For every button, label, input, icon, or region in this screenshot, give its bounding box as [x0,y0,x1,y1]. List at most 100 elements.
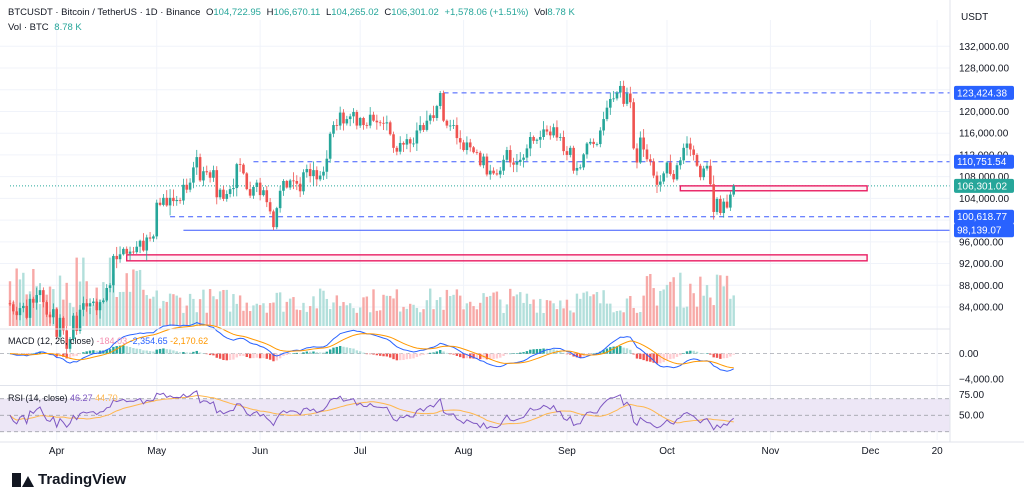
volume-bar [549,300,552,326]
candle-body [468,142,472,148]
macd-histogram-bar [72,353,75,357]
candle-body [512,162,515,165]
candle-body [502,159,505,171]
volume-bar [682,307,685,326]
macd-histogram-bar [579,353,582,358]
macd-histogram-bar [188,352,192,354]
macd-histogram-bar [655,353,659,364]
volume-bar [462,309,465,326]
candle-body [398,142,402,152]
brand-name: TradingView [38,471,127,488]
candle-body [18,308,22,316]
tradingview-logo[interactable]: TradingView [12,471,126,488]
volume-bar [699,276,702,326]
candle-body [515,161,519,165]
macd-histogram-bar [669,353,672,360]
macd-histogram-bar [549,349,552,354]
macd-histogram-bar [128,347,132,354]
macd-histogram-bar [308,351,312,354]
candle-body [72,315,75,340]
symbol-title[interactable]: BTCUSDT · Bitcoin / TetherUS · 1D · Bina… [8,7,201,18]
price-tick-label: 128,000.00 [959,64,1009,75]
candle-body [48,314,52,318]
volume-bar [485,296,489,326]
candle-body [328,133,332,159]
macd-histogram-bar [515,353,519,354]
candle-body [452,125,455,126]
candle-body [492,170,495,174]
volume-bar [322,290,325,326]
volume-bar [208,289,212,326]
candle-body [218,189,222,198]
candle-body [525,148,529,158]
volume-bar [328,309,332,326]
candle-body [572,147,575,171]
volume-bar [409,303,412,326]
rsi-ma-value: 44.70 [95,393,118,403]
candle-body [712,184,715,212]
candle-body [358,117,362,126]
volume-bar [505,304,509,326]
price-zone [126,254,868,262]
macd-histogram-bar [475,353,479,359]
candle-body [545,129,549,132]
macd-histogram-bar [569,353,572,355]
volume-indicator-label[interactable]: Vol · BTC [8,22,49,33]
macd-histogram-bar [195,350,198,354]
volume-bar [202,289,205,326]
macd-line [9,322,734,372]
candle-body [355,112,359,126]
candle-body [565,151,569,155]
candle-body [68,339,72,349]
macd-histogram-bar [639,353,642,360]
candle-body [535,139,539,141]
time-tick-label: Jul [354,446,367,457]
volume-bar [235,303,238,326]
macd-histogram-bar [719,353,722,359]
candle-body [719,198,722,214]
candle-body [609,98,612,108]
volume-bar [602,290,605,326]
candle-body [55,309,58,337]
volume-bar [38,303,42,326]
change-value: +1,578.06 (+1.51%) [444,7,529,18]
macd-histogram-bar [622,347,625,354]
candle-body [162,197,165,205]
candle-body [338,112,342,126]
price-level-tag [954,209,1014,224]
macd-histogram-bar [729,353,732,357]
macd-histogram-bar [155,349,158,354]
macd-histogram-bar [65,353,68,359]
candle-body [285,180,289,188]
macd-histogram-bar [212,353,215,356]
volume-bars [8,257,735,326]
candle-body [288,180,292,188]
volume-bar [535,312,539,326]
macd-histogram-bar [362,352,365,354]
volume-bar [298,310,302,326]
macd-histogram-bar [342,346,345,354]
macd-histogram-bar [138,349,142,354]
candle-body [102,300,105,303]
volume-bar [295,309,299,326]
candle-body [45,302,48,315]
volume-bar [398,311,402,326]
volume-bar [492,292,495,326]
macd-histogram-bar [252,353,255,359]
macd-histogram-bar [532,349,535,354]
time-tick-label: Oct [659,446,675,457]
macd-legend[interactable]: MACD (12, 26, close) -184.03 -2,354.65 -… [8,336,208,346]
candle-body [275,208,279,228]
high-value: H106,670.11 [266,7,321,18]
rsi-legend[interactable]: RSI (14, close) 46.27 44.70 [8,393,118,403]
volume-bar [148,298,152,326]
macd-histogram-bar [732,353,735,355]
macd-histogram-bar [398,353,402,361]
volume-bar [272,302,275,326]
macd-histogram-bar [505,353,509,355]
candle-body [135,246,139,253]
macd-histogram-bar [352,348,355,354]
macd-histogram-bar [722,353,725,359]
price-tick-label: 92,000.00 [959,259,1004,270]
volume-bar [22,272,25,326]
